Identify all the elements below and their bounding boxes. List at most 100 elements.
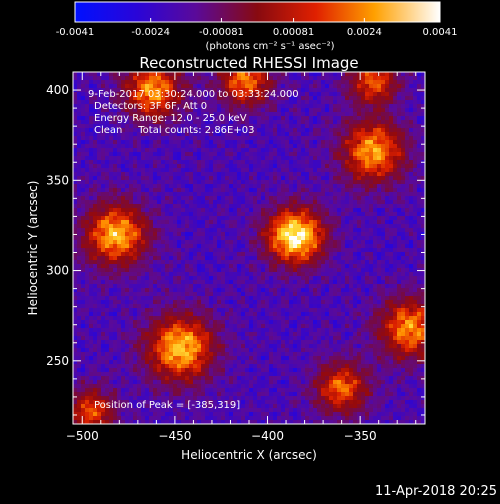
heatmap-cell	[101, 228, 106, 233]
heatmap-cell	[281, 200, 286, 205]
heatmap-cell	[349, 128, 354, 133]
heatmap-cell	[281, 204, 286, 209]
heatmap-cell	[237, 100, 242, 105]
heatmap-cell	[301, 248, 306, 253]
heatmap-cell	[221, 212, 226, 217]
heatmap-cell	[309, 180, 314, 185]
heatmap-cell	[217, 148, 222, 153]
heatmap-cell	[145, 84, 150, 89]
heatmap-cell	[281, 176, 286, 181]
heatmap-cell	[177, 84, 182, 89]
heatmap-cell	[317, 228, 322, 233]
heatmap-cell	[285, 148, 290, 153]
heatmap-cell	[385, 88, 390, 93]
heatmap-cell	[349, 260, 354, 265]
heatmap-cell	[269, 280, 274, 285]
heatmap-cell	[157, 152, 162, 157]
heatmap-cell	[229, 220, 234, 225]
heatmap-cell	[77, 116, 82, 121]
heatmap-cell	[201, 296, 206, 301]
heatmap-cell	[261, 244, 266, 249]
heatmap-cell	[313, 256, 318, 261]
heatmap-cell	[385, 116, 390, 121]
heatmap-cell	[225, 176, 230, 181]
heatmap-cell	[165, 268, 170, 273]
heatmap-cell	[377, 256, 382, 261]
heatmap-cell	[249, 84, 254, 89]
heatmap-cell	[89, 132, 94, 137]
heatmap-cell	[165, 200, 170, 205]
heatmap-cell	[241, 168, 246, 173]
heatmap-cell	[257, 128, 262, 133]
heatmap-cell	[101, 148, 106, 153]
heatmap-cell	[161, 200, 166, 205]
heatmap-cell	[133, 84, 138, 89]
heatmap-cell	[121, 220, 126, 225]
heatmap-cell	[225, 164, 230, 169]
heatmap-cell	[233, 228, 238, 233]
heatmap-cell	[293, 104, 298, 109]
heatmap-cell	[337, 172, 342, 177]
heatmap-cell	[325, 104, 330, 109]
heatmap-cell	[273, 168, 278, 173]
heatmap-cell	[201, 272, 206, 277]
heatmap-cell	[209, 244, 214, 249]
heatmap-cell	[89, 176, 94, 181]
heatmap-cell	[205, 264, 210, 269]
heatmap-cell	[397, 84, 402, 89]
heatmap-cell	[245, 232, 250, 237]
heatmap-cell	[321, 136, 326, 141]
heatmap-cell	[81, 92, 86, 97]
heatmap-cell	[125, 236, 130, 241]
heatmap-cell	[213, 76, 218, 81]
heatmap-cell	[197, 136, 202, 141]
heatmap-cell	[261, 108, 266, 113]
heatmap-cell	[389, 276, 394, 281]
heatmap-cell	[237, 196, 242, 201]
heatmap-cell	[417, 208, 422, 213]
heatmap-cell	[313, 104, 318, 109]
heatmap-cell	[285, 124, 290, 129]
heatmap-cell	[189, 228, 194, 233]
heatmap-cell	[253, 192, 258, 197]
heatmap-cell	[329, 272, 334, 277]
heatmap-cell	[229, 276, 234, 281]
heatmap-cell	[381, 152, 386, 157]
heatmap-cell	[157, 244, 162, 249]
heatmap-cell	[293, 116, 298, 121]
heatmap-cell	[125, 164, 130, 169]
heatmap-cell	[389, 224, 394, 229]
heatmap-cell	[365, 144, 370, 149]
heatmap-cell	[81, 72, 86, 77]
heatmap-cell	[333, 124, 338, 129]
heatmap-cell	[241, 84, 246, 89]
heatmap-cell	[261, 276, 266, 281]
heatmap-cell	[341, 292, 346, 297]
heatmap-cell	[85, 156, 90, 161]
heatmap-cell	[281, 172, 286, 177]
heatmap-cell	[289, 248, 294, 253]
heatmap-cell	[285, 244, 290, 249]
heatmap-cell	[401, 220, 406, 225]
heatmap-cell	[193, 240, 198, 245]
heatmap-cell	[281, 116, 286, 121]
heatmap-cell	[341, 272, 346, 277]
heatmap-cell	[97, 200, 102, 205]
heatmap-cell	[77, 252, 82, 257]
heatmap-cell	[309, 252, 314, 257]
heatmap-cell	[413, 292, 418, 297]
heatmap-cell	[213, 100, 218, 105]
heatmap-cell	[265, 200, 270, 205]
heatmap-cell	[93, 136, 98, 141]
heatmap-cell	[293, 112, 298, 117]
heatmap-cell	[193, 136, 198, 141]
heatmap-cell	[165, 184, 170, 189]
heatmap-cell	[149, 148, 154, 153]
heatmap-cell	[265, 256, 270, 261]
heatmap-cell	[405, 104, 410, 109]
heatmap-cell	[125, 196, 130, 201]
heatmap-cell	[273, 112, 278, 117]
heatmap-cell	[93, 252, 98, 257]
heatmap-cell	[333, 224, 338, 229]
heatmap-cell	[121, 248, 126, 253]
